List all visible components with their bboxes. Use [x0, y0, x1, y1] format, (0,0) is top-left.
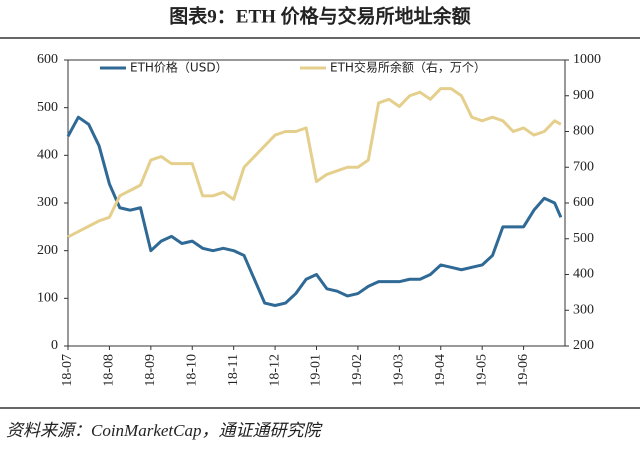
legend-label: ETH交易所余额（右，万个） [330, 60, 486, 75]
y-tick-label: 400 [37, 148, 58, 163]
x-tick-label: 18-10 [184, 354, 199, 387]
series-line [66, 115, 563, 307]
x-tick-label: 18-12 [267, 354, 282, 387]
x-tick-label: 19-05 [474, 354, 489, 387]
y-tick-label: 100 [37, 291, 58, 306]
y2-tick-label: 1000 [573, 52, 601, 67]
x-tick-label: 18-08 [102, 354, 117, 387]
x-tick-label: 18-07 [60, 354, 75, 387]
y2-tick-label: 700 [573, 159, 594, 174]
x-tick-label: 19-02 [350, 354, 365, 387]
chart-title: 图表9：ETH 价格与交易所地址余额 [169, 4, 470, 27]
x-tick-label: 18-11 [226, 354, 241, 386]
y-tick-label: 500 [37, 100, 58, 115]
y2-tick-label: 300 [573, 302, 594, 317]
x-tick-label: 19-03 [392, 354, 407, 387]
y2-tick-label: 400 [573, 267, 594, 282]
y-tick-label: 0 [51, 338, 58, 353]
y2-tick-label: 600 [573, 195, 594, 210]
y-tick-label: 300 [37, 195, 58, 210]
x-tick-label: 18-09 [143, 354, 158, 387]
x-tick-label: 19-01 [309, 354, 324, 387]
y2-tick-label: 900 [573, 88, 594, 103]
source-note: 资料来源：CoinMarketCap，通证通研究院 [6, 421, 323, 440]
x-tick-label: 19-04 [433, 354, 448, 387]
x-tick-label: 19-06 [516, 354, 531, 387]
y-tick-label: 200 [37, 243, 58, 258]
y-tick-label: 600 [37, 52, 58, 67]
legend-label: ETH价格（USD） [130, 60, 228, 75]
plot-frame [67, 59, 566, 347]
y2-tick-label: 500 [573, 231, 594, 246]
y2-tick-label: 200 [573, 338, 594, 353]
y2-tick-label: 800 [573, 124, 594, 139]
series-line [67, 87, 562, 239]
